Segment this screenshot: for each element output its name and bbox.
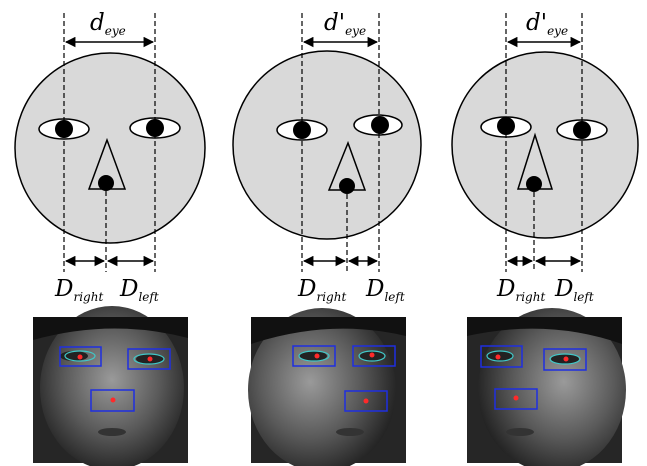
- face-photo-turned-left: [248, 308, 406, 466]
- left-pupil: [371, 116, 389, 134]
- detection-boxes: [59, 346, 171, 412]
- top-label: d'eye: [324, 10, 366, 38]
- d-right-label: Dright: [54, 276, 103, 304]
- dashed-guides: [63, 13, 156, 272]
- nose-tip: [339, 178, 355, 194]
- face-photo-frontal: [33, 306, 188, 466]
- top-label: deye: [90, 10, 126, 38]
- detection-boxes: [292, 345, 396, 412]
- d-left-label: Dleft: [365, 276, 405, 304]
- d-right-label: Dright: [297, 276, 346, 304]
- dashed-guides: [505, 13, 583, 272]
- nose-tip: [526, 176, 542, 192]
- panel-frontal: deye Dright Dleft: [14, 10, 206, 304]
- nose-tip: [98, 175, 114, 191]
- d-left-label: Dleft: [119, 276, 159, 304]
- face-outline: [451, 51, 639, 239]
- d-right-label: Dright: [496, 276, 545, 304]
- top-label: d'eye: [526, 10, 568, 38]
- detection-boxes: [480, 345, 587, 410]
- panel-turned-right: d'eye Dright Dleft: [451, 10, 639, 304]
- panel-turned-left: d'eye Dright Dleft: [232, 10, 422, 304]
- face-outline: [232, 50, 422, 240]
- dashed-guides: [301, 13, 380, 272]
- d-left-label: Dleft: [554, 276, 594, 304]
- face-photo-turned-right: [467, 308, 626, 466]
